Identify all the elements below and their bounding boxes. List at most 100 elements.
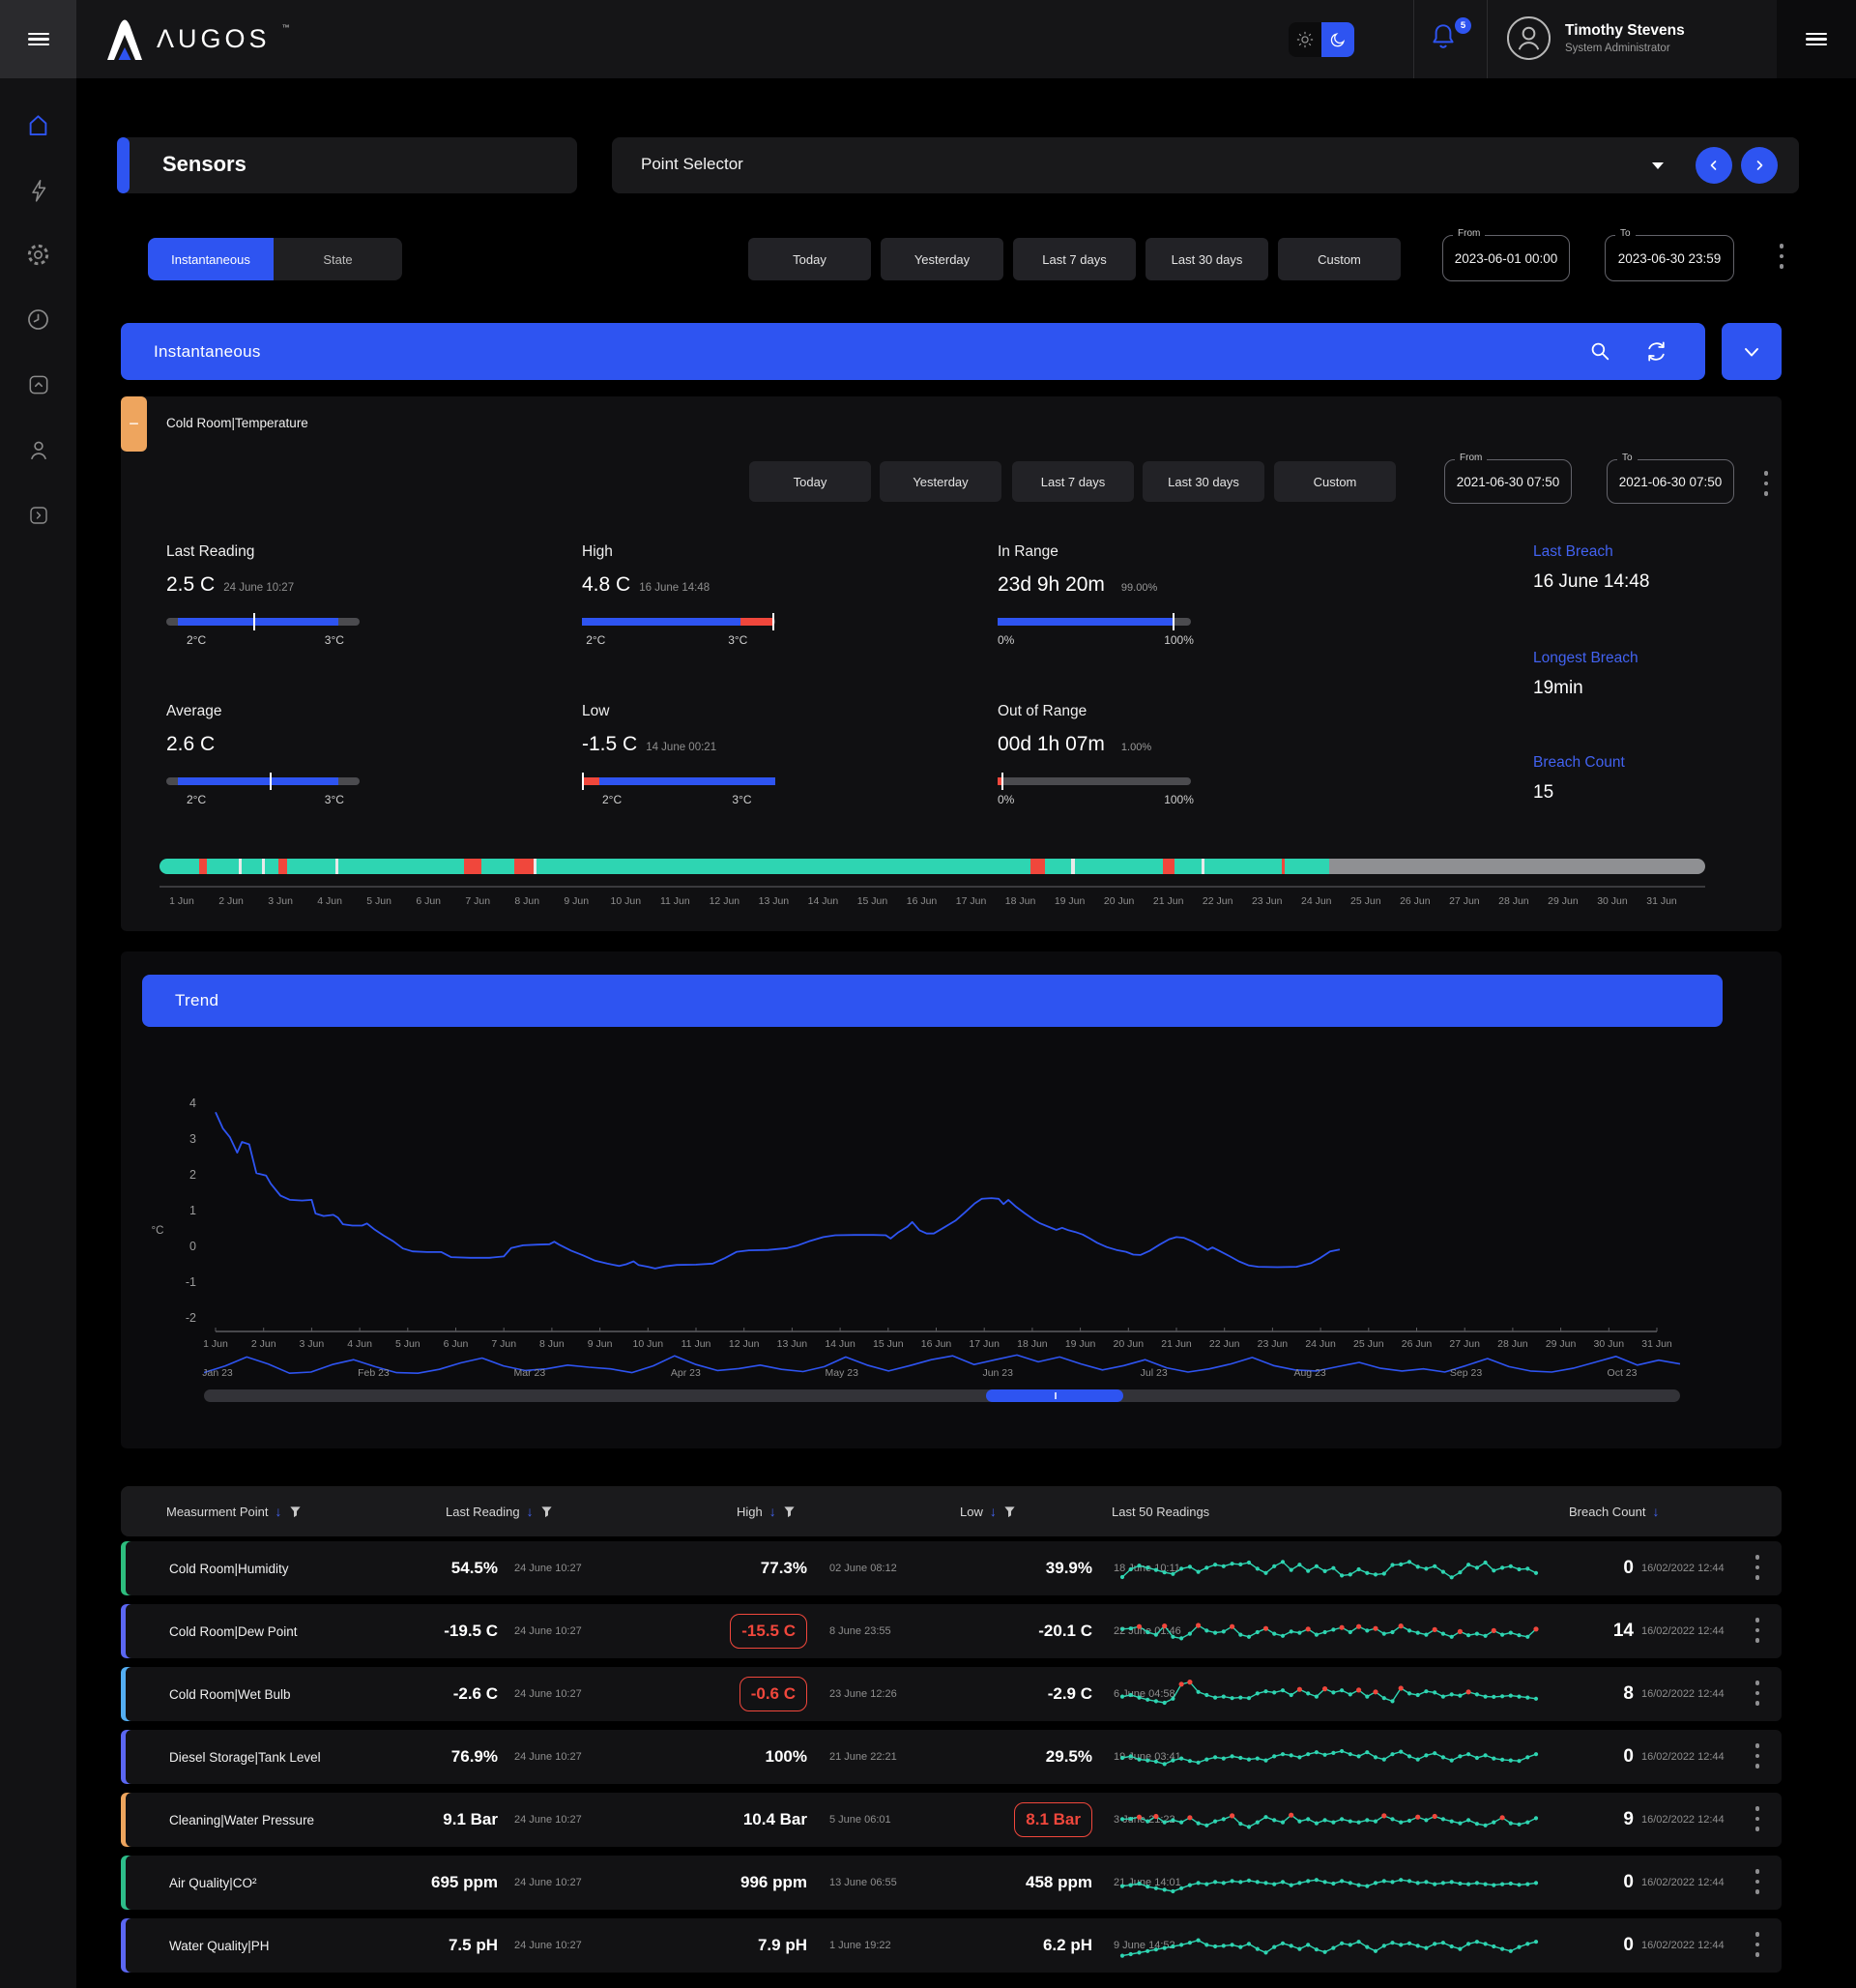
next-point-button[interactable] bbox=[1741, 147, 1778, 184]
filter-icon[interactable] bbox=[289, 1506, 302, 1518]
overview-chart-labels: Jan 23 Feb 23 Mar 23 Apr 23 May 23 Jun 23 Jul … bbox=[202, 1367, 1638, 1379]
panel-from-date-value: 2021-06-30 07:50 bbox=[1456, 474, 1560, 489]
svg-text:15 Jun: 15 Jun bbox=[873, 1338, 904, 1350]
sidebar-item-collapse-up[interactable] bbox=[0, 362, 76, 408]
low-value: 29.5% bbox=[1045, 1747, 1092, 1766]
trend-section-bar[interactable]: Trend bbox=[142, 975, 1723, 1027]
sidebar-item-settings[interactable] bbox=[0, 231, 76, 278]
search-icon[interactable] bbox=[1588, 339, 1612, 364]
hamburger-icon-right bbox=[1806, 32, 1827, 46]
row-more-menu[interactable] bbox=[1749, 1806, 1766, 1831]
refresh-icon[interactable] bbox=[1644, 339, 1668, 364]
breach-count-time: 16/02/2022 12:44 bbox=[1641, 1563, 1725, 1574]
sidebar-item-power[interactable] bbox=[0, 167, 76, 214]
filters-more-menu[interactable] bbox=[1773, 244, 1790, 269]
breach-count-value: 0 bbox=[1623, 1872, 1634, 1892]
row-more-menu[interactable] bbox=[1749, 1932, 1766, 1957]
light-mode-button[interactable] bbox=[1289, 22, 1321, 57]
timeline-segment-red bbox=[1281, 859, 1285, 874]
svg-text:24 Jun: 24 Jun bbox=[1305, 1338, 1336, 1350]
svg-text:7 Jun: 7 Jun bbox=[491, 1338, 516, 1350]
sidebar-item-history[interactable] bbox=[0, 296, 76, 342]
home-icon bbox=[29, 114, 47, 135]
panel-collapse-tab[interactable]: − bbox=[121, 396, 147, 452]
prev-point-button[interactable] bbox=[1696, 147, 1732, 184]
breach-count-value: 14 bbox=[1612, 1621, 1634, 1641]
range-button-today[interactable]: Today bbox=[748, 238, 871, 280]
section-bar-instantaneous[interactable]: Instantaneous bbox=[121, 323, 1705, 380]
avatar bbox=[1506, 15, 1552, 61]
filter-icon[interactable] bbox=[783, 1506, 796, 1518]
panel-from-date-field[interactable]: From 2021-06-30 07:50 bbox=[1444, 453, 1572, 504]
tab-instantaneous[interactable]: Instantaneous bbox=[148, 238, 274, 280]
sidebar bbox=[0, 78, 76, 1988]
row-more-menu[interactable] bbox=[1749, 1681, 1766, 1706]
stat-in-range: In Range 23d 9h 20m 99.00% 0% 100% bbox=[998, 543, 1194, 647]
filter-icon[interactable] bbox=[540, 1506, 553, 1518]
from-date-field[interactable]: From 2023-06-01 00:00 bbox=[1442, 228, 1570, 281]
filter-icon[interactable] bbox=[1003, 1506, 1016, 1518]
sort-icon[interactable]: ↓ bbox=[275, 1504, 282, 1519]
range-button-custom[interactable]: Custom bbox=[1278, 238, 1401, 280]
sort-icon[interactable]: ↓ bbox=[989, 1504, 997, 1519]
timeline-segment-teal bbox=[480, 859, 514, 874]
row-more-menu[interactable] bbox=[1749, 1555, 1766, 1580]
sidebar-toggle-button[interactable] bbox=[0, 0, 76, 78]
tab-state[interactable]: State bbox=[274, 238, 402, 280]
svg-text:6 Jun: 6 Jun bbox=[444, 1338, 469, 1350]
last-50-readings-sparkline bbox=[1119, 1938, 1539, 1958]
sidebar-item-users[interactable] bbox=[0, 426, 76, 473]
low-value: 458 ppm bbox=[1026, 1873, 1092, 1891]
theme-toggle[interactable] bbox=[1289, 22, 1354, 57]
panel-more-menu[interactable] bbox=[1757, 471, 1775, 496]
status-timeline bbox=[160, 859, 1705, 874]
timeline-segment-teal bbox=[206, 859, 239, 874]
svg-text:3: 3 bbox=[189, 1132, 196, 1146]
svg-text:4 Jun: 4 Jun bbox=[347, 1338, 372, 1350]
low-value: 39.9% bbox=[1045, 1559, 1092, 1577]
svg-text:9 Jun: 9 Jun bbox=[588, 1338, 613, 1350]
row-more-menu[interactable] bbox=[1749, 1869, 1766, 1894]
notifications-button[interactable]: 5 bbox=[1429, 17, 1471, 60]
range-button-last-7-days[interactable]: Last 7 days bbox=[1013, 238, 1136, 280]
topbar-divider-2 bbox=[1487, 0, 1488, 78]
collapse-all-button[interactable] bbox=[1722, 323, 1782, 380]
hamburger-icon bbox=[27, 32, 49, 46]
row-more-menu[interactable] bbox=[1749, 1743, 1766, 1769]
high-value: 100% bbox=[765, 1747, 807, 1766]
range-button-custom[interactable]: Custom bbox=[1274, 461, 1396, 502]
svg-text:13 Jun: 13 Jun bbox=[777, 1338, 808, 1350]
to-date-field[interactable]: To 2023-06-30 23:59 bbox=[1605, 228, 1734, 281]
last-50-readings-sparkline bbox=[1119, 1812, 1539, 1829]
low-value: 6.2 pH bbox=[1042, 1936, 1092, 1954]
sort-icon[interactable]: ↓ bbox=[526, 1504, 534, 1519]
range-button-last-30-days[interactable]: Last 30 days bbox=[1143, 461, 1264, 502]
range-button-last-7-days[interactable]: Last 7 days bbox=[1012, 461, 1134, 502]
high-alert-badge: -15.5 C bbox=[730, 1614, 807, 1649]
user-menu[interactable]: Timothy Stevens System Administrator bbox=[1506, 15, 1685, 61]
sort-icon[interactable]: ↓ bbox=[1652, 1504, 1660, 1519]
sidebar-item-home[interactable] bbox=[0, 102, 76, 148]
chart-scrollbar-thumb[interactable] bbox=[986, 1389, 1124, 1402]
bell-icon bbox=[1433, 24, 1454, 48]
point-selector[interactable]: Point Selector bbox=[612, 137, 1799, 193]
svg-text:29 Jun: 29 Jun bbox=[1546, 1338, 1577, 1350]
svg-text:4: 4 bbox=[189, 1096, 196, 1110]
range-button-yesterday[interactable]: Yesterday bbox=[881, 238, 1003, 280]
row-more-menu[interactable] bbox=[1749, 1618, 1766, 1643]
panel-to-date-field[interactable]: To 2021-06-30 07:50 bbox=[1607, 453, 1734, 504]
dark-mode-button[interactable] bbox=[1321, 22, 1354, 57]
range-button-last-30-days[interactable]: Last 30 days bbox=[1146, 238, 1268, 280]
right-menu-button[interactable] bbox=[1777, 0, 1856, 78]
range-button-yesterday[interactable]: Yesterday bbox=[880, 461, 1001, 502]
range-button-today[interactable]: Today bbox=[749, 461, 871, 502]
sidebar-item-expand[interactable] bbox=[0, 492, 76, 539]
svg-text:14 Jun: 14 Jun bbox=[825, 1338, 856, 1350]
gauge-out-of-range bbox=[998, 773, 1191, 790]
last-reading-time: 24 June 10:27 bbox=[514, 1814, 582, 1826]
sort-icon[interactable]: ↓ bbox=[768, 1504, 776, 1519]
chevron-down-icon[interactable] bbox=[1652, 162, 1664, 169]
trend-title: Trend bbox=[175, 991, 219, 1009]
chart-scrollbar[interactable] bbox=[204, 1389, 1680, 1402]
